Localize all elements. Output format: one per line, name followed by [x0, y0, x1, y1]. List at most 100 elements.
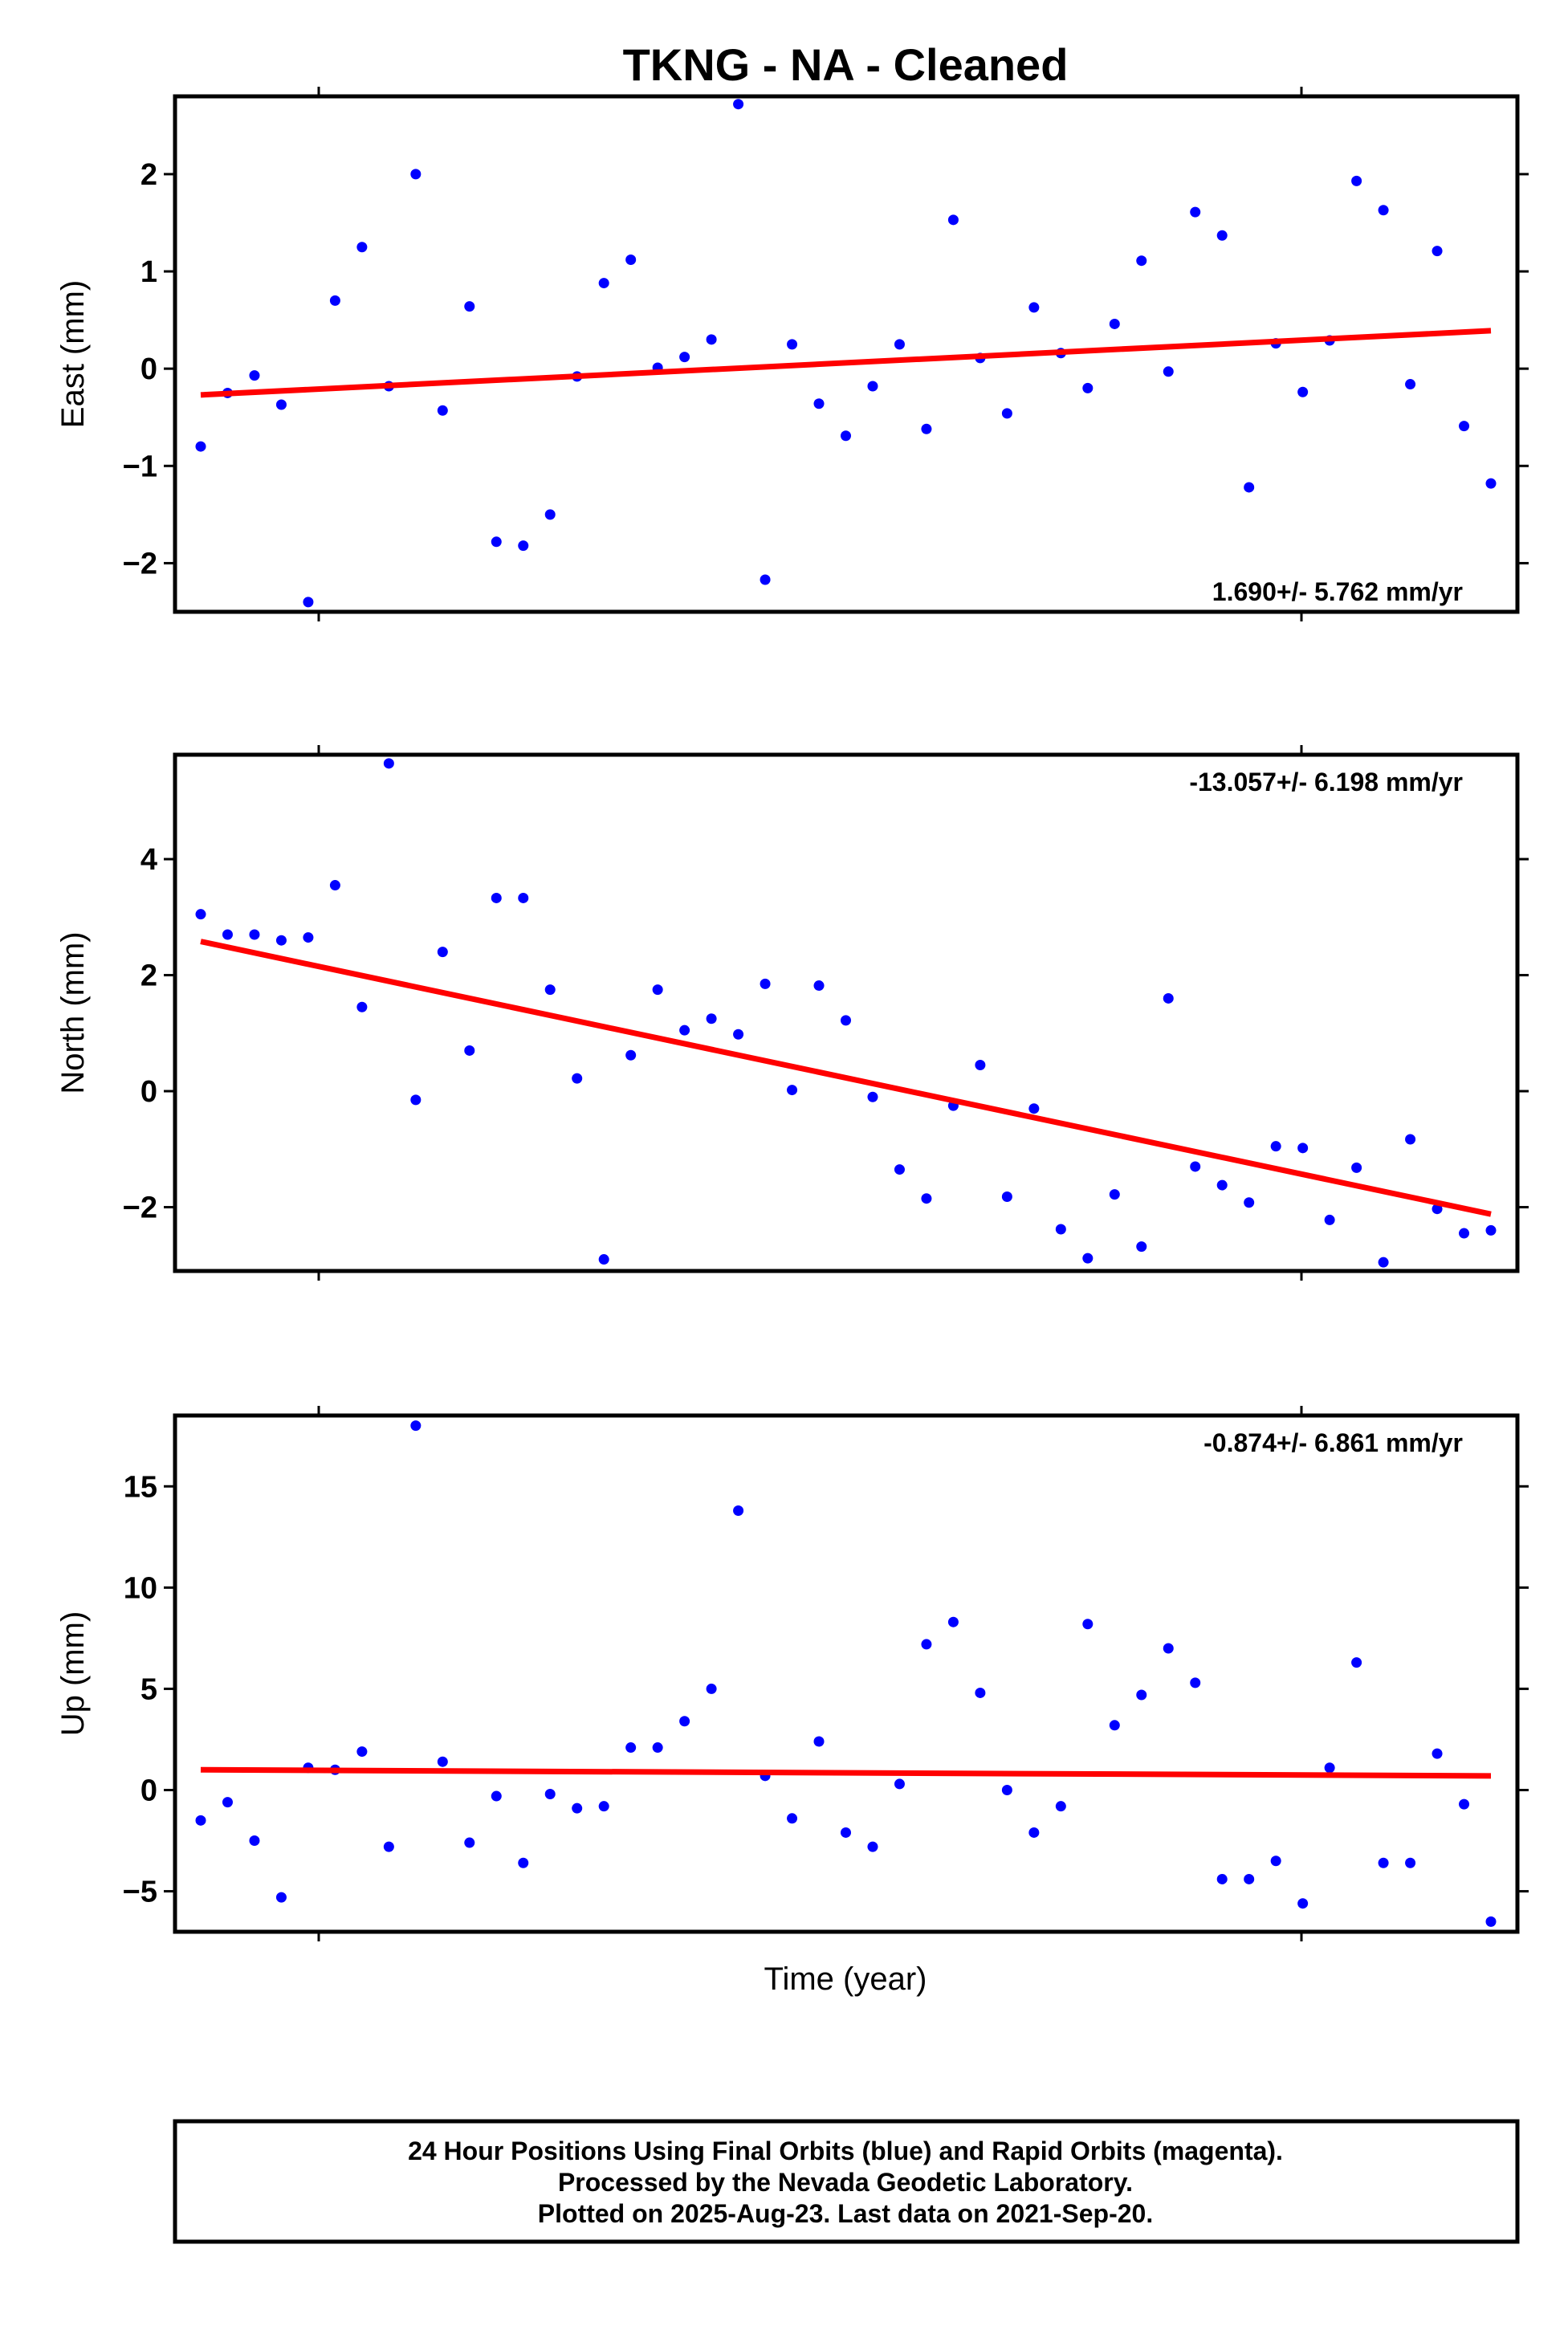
north-trend-line [200, 939, 1492, 1217]
up-data-point [733, 1505, 744, 1517]
north-data-point [787, 1085, 798, 1096]
up-data-point [1432, 1748, 1443, 1759]
north-data-point [1244, 1197, 1255, 1208]
east-y-tick-label: −1 [123, 450, 157, 483]
up-data-point [464, 1837, 475, 1848]
up-data-point [1136, 1689, 1147, 1701]
up-data-point [1378, 1857, 1389, 1868]
north-data-point [1324, 1214, 1335, 1225]
up-data-point [841, 1827, 851, 1838]
north-data-point [1351, 1162, 1362, 1173]
east-data-point [437, 405, 448, 416]
east-data-point [921, 423, 932, 434]
north-data-point [1270, 1141, 1281, 1152]
east-data-point [706, 334, 717, 345]
north-data-point [867, 1091, 878, 1102]
east-rate-label: 1.690+/- 5.762 mm/yr [1212, 577, 1463, 606]
north-data-point [1485, 1224, 1497, 1236]
north-data-point [679, 1024, 690, 1036]
up-y-tick-label: −5 [123, 1876, 157, 1909]
up-data-point [975, 1687, 986, 1698]
east-data-point [518, 540, 529, 552]
east-data-point [1297, 386, 1309, 397]
north-data-point [1459, 1228, 1470, 1239]
up-data-point [1324, 1762, 1335, 1774]
east-y-tick-label: 1 [141, 255, 157, 289]
east-data-point [1001, 408, 1012, 419]
up-data-point [1297, 1898, 1309, 1909]
north-data-point [975, 1060, 986, 1071]
up-y-axis-label: Up (mm) [55, 1611, 91, 1737]
x-axis-label: Time (year) [764, 1961, 927, 1997]
north-y-tick-label: 4 [141, 843, 157, 877]
footer-line-3: Plotted on 2025-Aug-23. Last data on 202… [538, 2199, 1153, 2228]
east-data-point [1109, 318, 1120, 329]
east-data-point [1244, 482, 1255, 493]
footer-box [173, 2119, 1520, 2244]
footer-line-2: Processed by the Nevada Geodetic Laborat… [558, 2168, 1133, 2197]
north-data-point [464, 1045, 475, 1056]
east-data-point [867, 381, 878, 392]
up-data-point [813, 1736, 825, 1747]
east-data-point [1459, 421, 1470, 432]
up-data-point [1485, 1916, 1497, 1927]
east-data-point [841, 430, 851, 442]
east-data-point [195, 441, 206, 452]
north-data-point [1432, 1204, 1443, 1215]
north-data-point [1001, 1191, 1012, 1203]
north-data-point [275, 935, 287, 946]
north-data-point [410, 1094, 422, 1106]
up-data-point [1028, 1827, 1040, 1838]
up-data-point [1109, 1720, 1120, 1731]
east-data-point [894, 339, 905, 350]
north-data-point [894, 1164, 905, 1175]
east-data-point [1378, 205, 1389, 216]
north-data-point [841, 1015, 851, 1026]
east-data-point [356, 242, 368, 253]
east-data-point [464, 301, 475, 312]
up-data-point [275, 1892, 287, 1903]
north-data-point [383, 758, 394, 769]
up-data-point [787, 1813, 798, 1824]
east-data-point [1485, 478, 1497, 489]
up-data-point [598, 1801, 609, 1812]
up-panel: −5 0 5 10 15 Up (mm) -0.874+/- 6.861 mm/yr [55, 1406, 1529, 1941]
up-data-point [1082, 1619, 1094, 1630]
north-y-tick-label: 2 [141, 959, 157, 993]
east-data-point [760, 574, 771, 585]
east-data-point [1351, 175, 1362, 186]
east-data-point [1082, 382, 1094, 393]
north-data-point [706, 1013, 717, 1024]
north-data-point [652, 984, 663, 996]
north-data-point [1190, 1161, 1201, 1172]
north-data-point [1405, 1134, 1416, 1145]
north-data-point [195, 909, 206, 920]
north-data-point [303, 932, 314, 943]
east-data-point [813, 398, 825, 409]
east-data-point [249, 370, 260, 381]
up-data-point [249, 1835, 260, 1847]
north-data-point [1216, 1179, 1228, 1191]
east-data-point [303, 597, 314, 608]
up-data-point [652, 1742, 663, 1754]
north-data-point [813, 980, 825, 992]
east-plot-frame [173, 94, 1520, 614]
up-data-point [1351, 1657, 1362, 1668]
north-data-point [1378, 1257, 1389, 1268]
east-panel: −2 −1 0 1 2 East (mm) 1.690+/- 5.762 mm/yr [55, 87, 1529, 621]
east-data-point [1028, 302, 1040, 313]
up-data-point [867, 1841, 878, 1852]
up-data-point [894, 1778, 905, 1790]
up-data-point [491, 1790, 502, 1802]
up-data-point [1244, 1873, 1255, 1884]
east-data-point [1405, 379, 1416, 390]
east-data-point [947, 214, 959, 226]
north-plot-frame [173, 752, 1520, 1273]
east-data-point [625, 255, 637, 266]
footer-line-1: 24 Hour Positions Using Final Orbits (bl… [408, 2137, 1283, 2165]
east-data-point [1216, 230, 1228, 241]
east-data-point [329, 295, 340, 306]
north-data-point [222, 929, 233, 940]
north-data-point [1055, 1224, 1066, 1235]
